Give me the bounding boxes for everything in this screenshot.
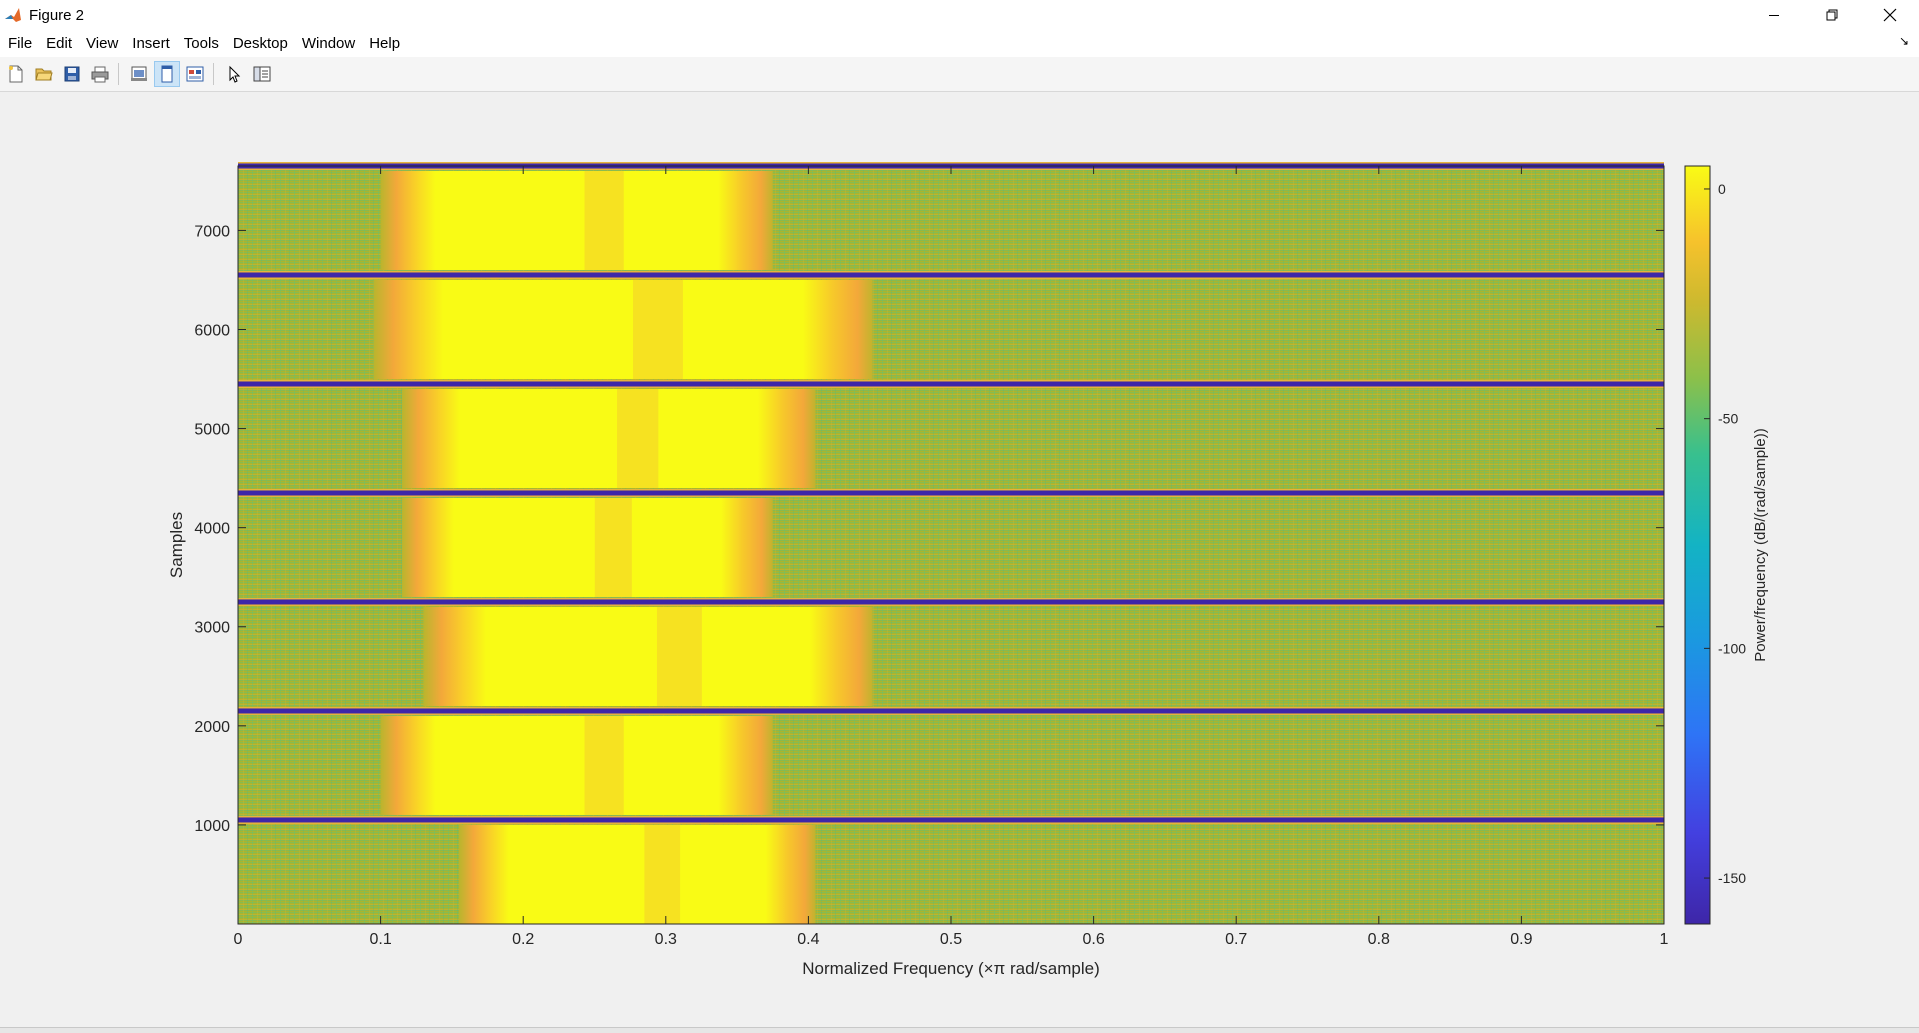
passband-notch — [584, 715, 624, 816]
y-tick-label: 3000 — [194, 620, 230, 637]
print-preview-button[interactable] — [126, 61, 152, 87]
print-icon — [91, 66, 109, 83]
minimize-button[interactable] — [1745, 0, 1803, 30]
passband-notch — [594, 497, 632, 598]
x-tick-label: 0 — [234, 931, 243, 948]
menu-desktop[interactable]: Desktop — [232, 35, 288, 52]
x-tick-label: 0.9 — [1510, 931, 1532, 948]
passband-notch — [617, 388, 659, 489]
window-title: Figure 2 — [29, 6, 85, 24]
dock-figure-icon — [161, 65, 173, 83]
matlab-logo-icon — [5, 8, 21, 22]
menu-file[interactable]: File — [8, 35, 33, 52]
save-icon — [64, 66, 80, 82]
x-tick-label: 1 — [1660, 931, 1669, 948]
heatmap — [238, 162, 1664, 924]
passband-segment — [380, 170, 773, 271]
property-inspector-icon — [253, 66, 271, 82]
separator-row — [238, 599, 1664, 605]
spectrogram-plot[interactable]: 0 0.1 0.2 0.3 0.4 0.5 0.6 0.7 0.8 0.9 1 1000 2000 30… — [0, 92, 1919, 1027]
separator-row — [238, 817, 1664, 823]
separator-row — [238, 381, 1664, 387]
link-plot-icon — [186, 66, 204, 82]
x-tick-label: 0.3 — [655, 931, 677, 948]
close-icon — [1883, 8, 1897, 22]
new-figure-button[interactable] — [3, 61, 29, 87]
passband-segment — [401, 497, 773, 598]
separator-row — [238, 490, 1664, 496]
y-axis-ticks: 1000 2000 3000 4000 5000 6000 7000 — [194, 223, 1664, 835]
colorbar-tick-label: -100 — [1718, 640, 1746, 656]
x-axis-label: Normalized Frequency (×π rad/sample) — [802, 959, 1100, 978]
window-bottom-edge — [0, 1027, 1919, 1033]
y-tick-label: 6000 — [194, 322, 230, 339]
menu-insert[interactable]: Insert — [132, 35, 170, 52]
edit-plot-button[interactable] — [221, 61, 247, 87]
colorbar-ticks: 0 -50 -100 -150 — [1704, 181, 1746, 886]
colorbar-tick-label: 0 — [1718, 181, 1726, 197]
passband-notch — [633, 279, 683, 380]
open-file-icon — [35, 68, 53, 81]
minimize-icon — [1769, 15, 1779, 16]
x-tick-label: 0.2 — [512, 931, 534, 948]
close-button[interactable] — [1861, 0, 1919, 30]
menu-edit[interactable]: Edit — [46, 35, 73, 52]
restore-icon — [1826, 9, 1838, 21]
title-bar: Figure 2 — [0, 0, 1919, 30]
passband-segment — [401, 388, 816, 489]
figure-toolbar — [0, 57, 1919, 92]
passband-segment — [459, 824, 816, 924]
dock-arrow-icon[interactable]: ↘ — [1898, 34, 1909, 48]
x-tick-label: 0.7 — [1225, 931, 1247, 948]
menu-window[interactable]: Window — [301, 35, 356, 52]
print-preview-icon — [131, 66, 147, 81]
x-axis-ticks: 0 0.1 0.2 0.3 0.4 0.5 0.6 0.7 0.8 0.9 1 — [234, 166, 1669, 948]
open-file-button[interactable] — [31, 61, 57, 87]
toolbar-separator — [118, 63, 119, 85]
passband-notch — [644, 824, 681, 924]
separator-row — [238, 272, 1664, 278]
edit-plot-icon — [229, 65, 241, 83]
passband-notch — [656, 606, 702, 707]
x-tick-label: 0.6 — [1082, 931, 1104, 948]
figure-canvas: 0 0.1 0.2 0.3 0.4 0.5 0.6 0.7 0.8 0.9 1 1000 2000 30… — [0, 92, 1919, 1027]
y-tick-label: 1000 — [194, 818, 230, 835]
x-tick-label: 0.5 — [940, 931, 962, 948]
menu-bar: File Edit View Insert Tools Desktop Wind… — [0, 30, 1919, 57]
restore-button[interactable] — [1803, 0, 1861, 30]
passband-notch — [584, 170, 624, 271]
link-plot-button[interactable] — [182, 61, 208, 87]
y-tick-label: 4000 — [194, 521, 230, 538]
colorbar-tick-label: -150 — [1718, 870, 1746, 886]
y-tick-label: 5000 — [194, 422, 230, 439]
y-tick-label: 2000 — [194, 719, 230, 736]
colorbar-tick-label: -50 — [1718, 411, 1738, 427]
property-inspector-button[interactable] — [249, 61, 275, 87]
passband-segment — [380, 715, 773, 816]
y-axis-label: Samples — [167, 512, 186, 578]
save-button[interactable] — [59, 61, 85, 87]
menu-tools[interactable]: Tools — [183, 35, 219, 52]
new-figure-icon — [9, 65, 23, 83]
y-tick-label: 7000 — [194, 223, 230, 240]
passband-segment — [423, 606, 873, 707]
x-tick-label: 0.1 — [369, 931, 391, 948]
window-controls — [1745, 0, 1919, 30]
colorbar[interactable] — [1684, 165, 1711, 925]
x-tick-label: 0.4 — [797, 931, 819, 948]
dock-figure-button[interactable] — [154, 61, 180, 87]
menu-view[interactable]: View — [86, 35, 119, 52]
x-tick-label: 0.8 — [1368, 931, 1390, 948]
passband-segment — [373, 279, 873, 380]
separator-row — [238, 708, 1664, 714]
print-button[interactable] — [87, 61, 113, 87]
toolbar-separator — [213, 63, 214, 85]
menu-help[interactable]: Help — [369, 35, 401, 52]
colorbar-label: Power/frequency (dB/(rad/sample)) — [1752, 428, 1769, 661]
